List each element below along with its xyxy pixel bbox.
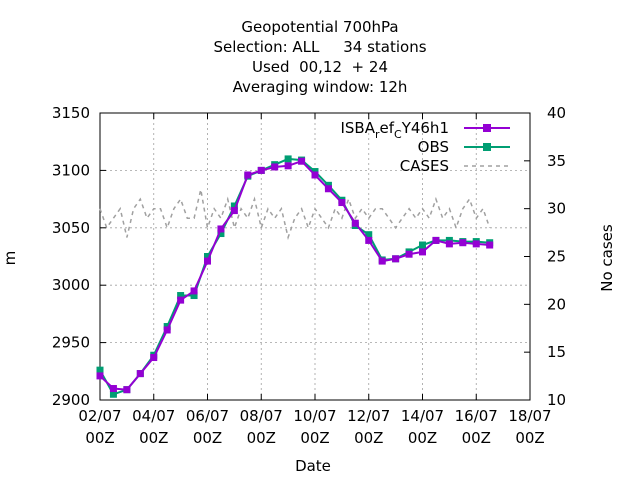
data-point-isba-ref-c-y46h1 [190, 287, 198, 295]
data-point-obs [365, 231, 373, 239]
y-tick-label: 2900 [52, 391, 90, 409]
x-tick-label-hour: 00Z [300, 429, 329, 447]
x-tick-label-hour: 00Z [515, 429, 544, 447]
data-point-obs [190, 292, 198, 300]
data-point-isba-ref-c-y46h1 [204, 257, 211, 265]
data-point-isba-ref-c-y46h1 [432, 236, 440, 244]
y2-tick-label: 35 [547, 152, 566, 170]
data-point-obs [230, 202, 238, 210]
data-point-obs [177, 292, 185, 300]
data-point-obs [284, 155, 292, 163]
title-line-2: Selection: ALL 34 stations [213, 38, 426, 56]
data-point-isba-ref-c-y46h1 [150, 354, 158, 362]
data-point-obs [109, 390, 117, 398]
y2-tick-label: 20 [547, 295, 566, 313]
data-point-isba-ref-c-y46h1 [177, 296, 185, 304]
data-point-isba-ref-c-y46h1 [472, 240, 480, 248]
y-tick-label: 3050 [52, 219, 90, 237]
x-tick-label-hour: 00Z [408, 429, 437, 447]
x-tick-label-date: 06/07 [186, 407, 229, 425]
data-point-isba-ref-c-y46h1 [109, 385, 117, 393]
data-point-isba-ref-c-y46h1 [136, 370, 144, 378]
x-tick-label-date: 10/07 [293, 407, 336, 425]
x-tick-label-hour: 00Z [85, 429, 114, 447]
y2-tick-label: 10 [547, 391, 566, 409]
x-tick-label-date: 12/07 [347, 407, 390, 425]
data-point-isba-ref-c-y46h1 [96, 372, 104, 380]
series-line-cases [99, 189, 491, 241]
y-tick-label: 3100 [52, 161, 90, 179]
y2-tick-label: 40 [547, 104, 566, 122]
x-tick-label-date: 04/07 [132, 407, 175, 425]
data-point-isba-ref-c-y46h1 [123, 386, 131, 394]
data-point-isba-ref-c-y46h1 [217, 225, 225, 233]
data-point-isba-ref-c-y46h1 [284, 162, 292, 170]
data-point-isba-ref-c-y46h1 [486, 241, 494, 249]
chart-title: Geopotential 700hPa Selection: ALL 34 st… [213, 18, 426, 96]
data-point-isba-ref-c-y46h1 [298, 157, 306, 165]
x-axis-label: Date [295, 457, 331, 475]
x-tick-label-hour: 00Z [193, 429, 222, 447]
x-tick-label-date: 14/07 [401, 407, 444, 425]
x-tick-label-date: 16/07 [455, 407, 498, 425]
data-point-isba-ref-c-y46h1 [244, 171, 252, 179]
axis-ticks: 2900 2950 3000 3050 3100 3150 10 15 20 25 30 35 40 02… [52, 104, 566, 447]
data-point-obs [96, 366, 104, 374]
legend-label-obs: OBS [418, 138, 449, 156]
y-axis-label: m [1, 251, 19, 266]
data-point-obs [419, 241, 426, 249]
data-point-isba-ref-c-y46h1 [230, 207, 238, 215]
data-point-obs [204, 253, 211, 260]
data-point-isba-ref-c-y46h1 [338, 199, 346, 207]
y-tick-label: 2950 [52, 334, 90, 352]
legend-marker-obs [483, 143, 491, 151]
y-tick-label: 3150 [52, 104, 90, 122]
title-line-4: Averaging window: 12h [233, 78, 408, 96]
x-tick-label-date: 18/07 [508, 407, 551, 425]
series-line-isba-ref-c-y46h1 [99, 160, 490, 391]
data-point-isba-ref-c-y46h1 [271, 163, 279, 171]
x-tick-label-date: 08/07 [240, 407, 283, 425]
x-tick-label-date: 02/07 [78, 407, 121, 425]
data-point-isba-ref-c-y46h1 [257, 166, 265, 174]
legend-label-cases: CASES [400, 157, 449, 175]
data-point-isba-ref-c-y46h1 [311, 171, 319, 179]
x-tick-label-hour: 00Z [462, 429, 491, 447]
data-point-isba-ref-c-y46h1 [459, 239, 467, 247]
series-layer [96, 155, 494, 398]
data-point-obs [217, 230, 225, 238]
y2-tick-label: 25 [547, 248, 566, 266]
plot-frame [99, 112, 531, 401]
data-point-isba-ref-c-y46h1 [419, 248, 426, 256]
legend-marker-isba [483, 124, 491, 132]
title-line-3: Used 00,12 + 24 [252, 58, 388, 76]
data-point-isba-ref-c-y46h1 [324, 185, 332, 193]
series-line-obs [99, 157, 490, 396]
y2-tick-label: 15 [547, 343, 566, 361]
y2-axis-label: No cases [598, 224, 616, 292]
data-point-isba-ref-c-y46h1 [378, 257, 386, 265]
x-tick-label-hour: 00Z [247, 429, 276, 447]
legend-label-isba: ISBArefCY46h1 [340, 119, 449, 141]
grid [100, 113, 530, 400]
data-point-isba-ref-c-y46h1 [163, 326, 171, 334]
x-tick-label-hour: 00Z [139, 429, 168, 447]
y2-tick-label: 30 [547, 200, 566, 218]
data-point-isba-ref-c-y46h1 [351, 219, 359, 227]
data-point-isba-ref-c-y46h1 [445, 240, 453, 248]
y-tick-label: 3000 [52, 276, 90, 294]
x-tick-label-hour: 00Z [354, 429, 383, 447]
legend: ISBArefCY46h1 OBS CASES [340, 119, 510, 175]
data-point-isba-ref-c-y46h1 [365, 236, 373, 244]
data-point-isba-ref-c-y46h1 [405, 250, 413, 258]
title-line-1: Geopotential 700hPa [241, 18, 398, 36]
data-point-isba-ref-c-y46h1 [392, 255, 400, 263]
